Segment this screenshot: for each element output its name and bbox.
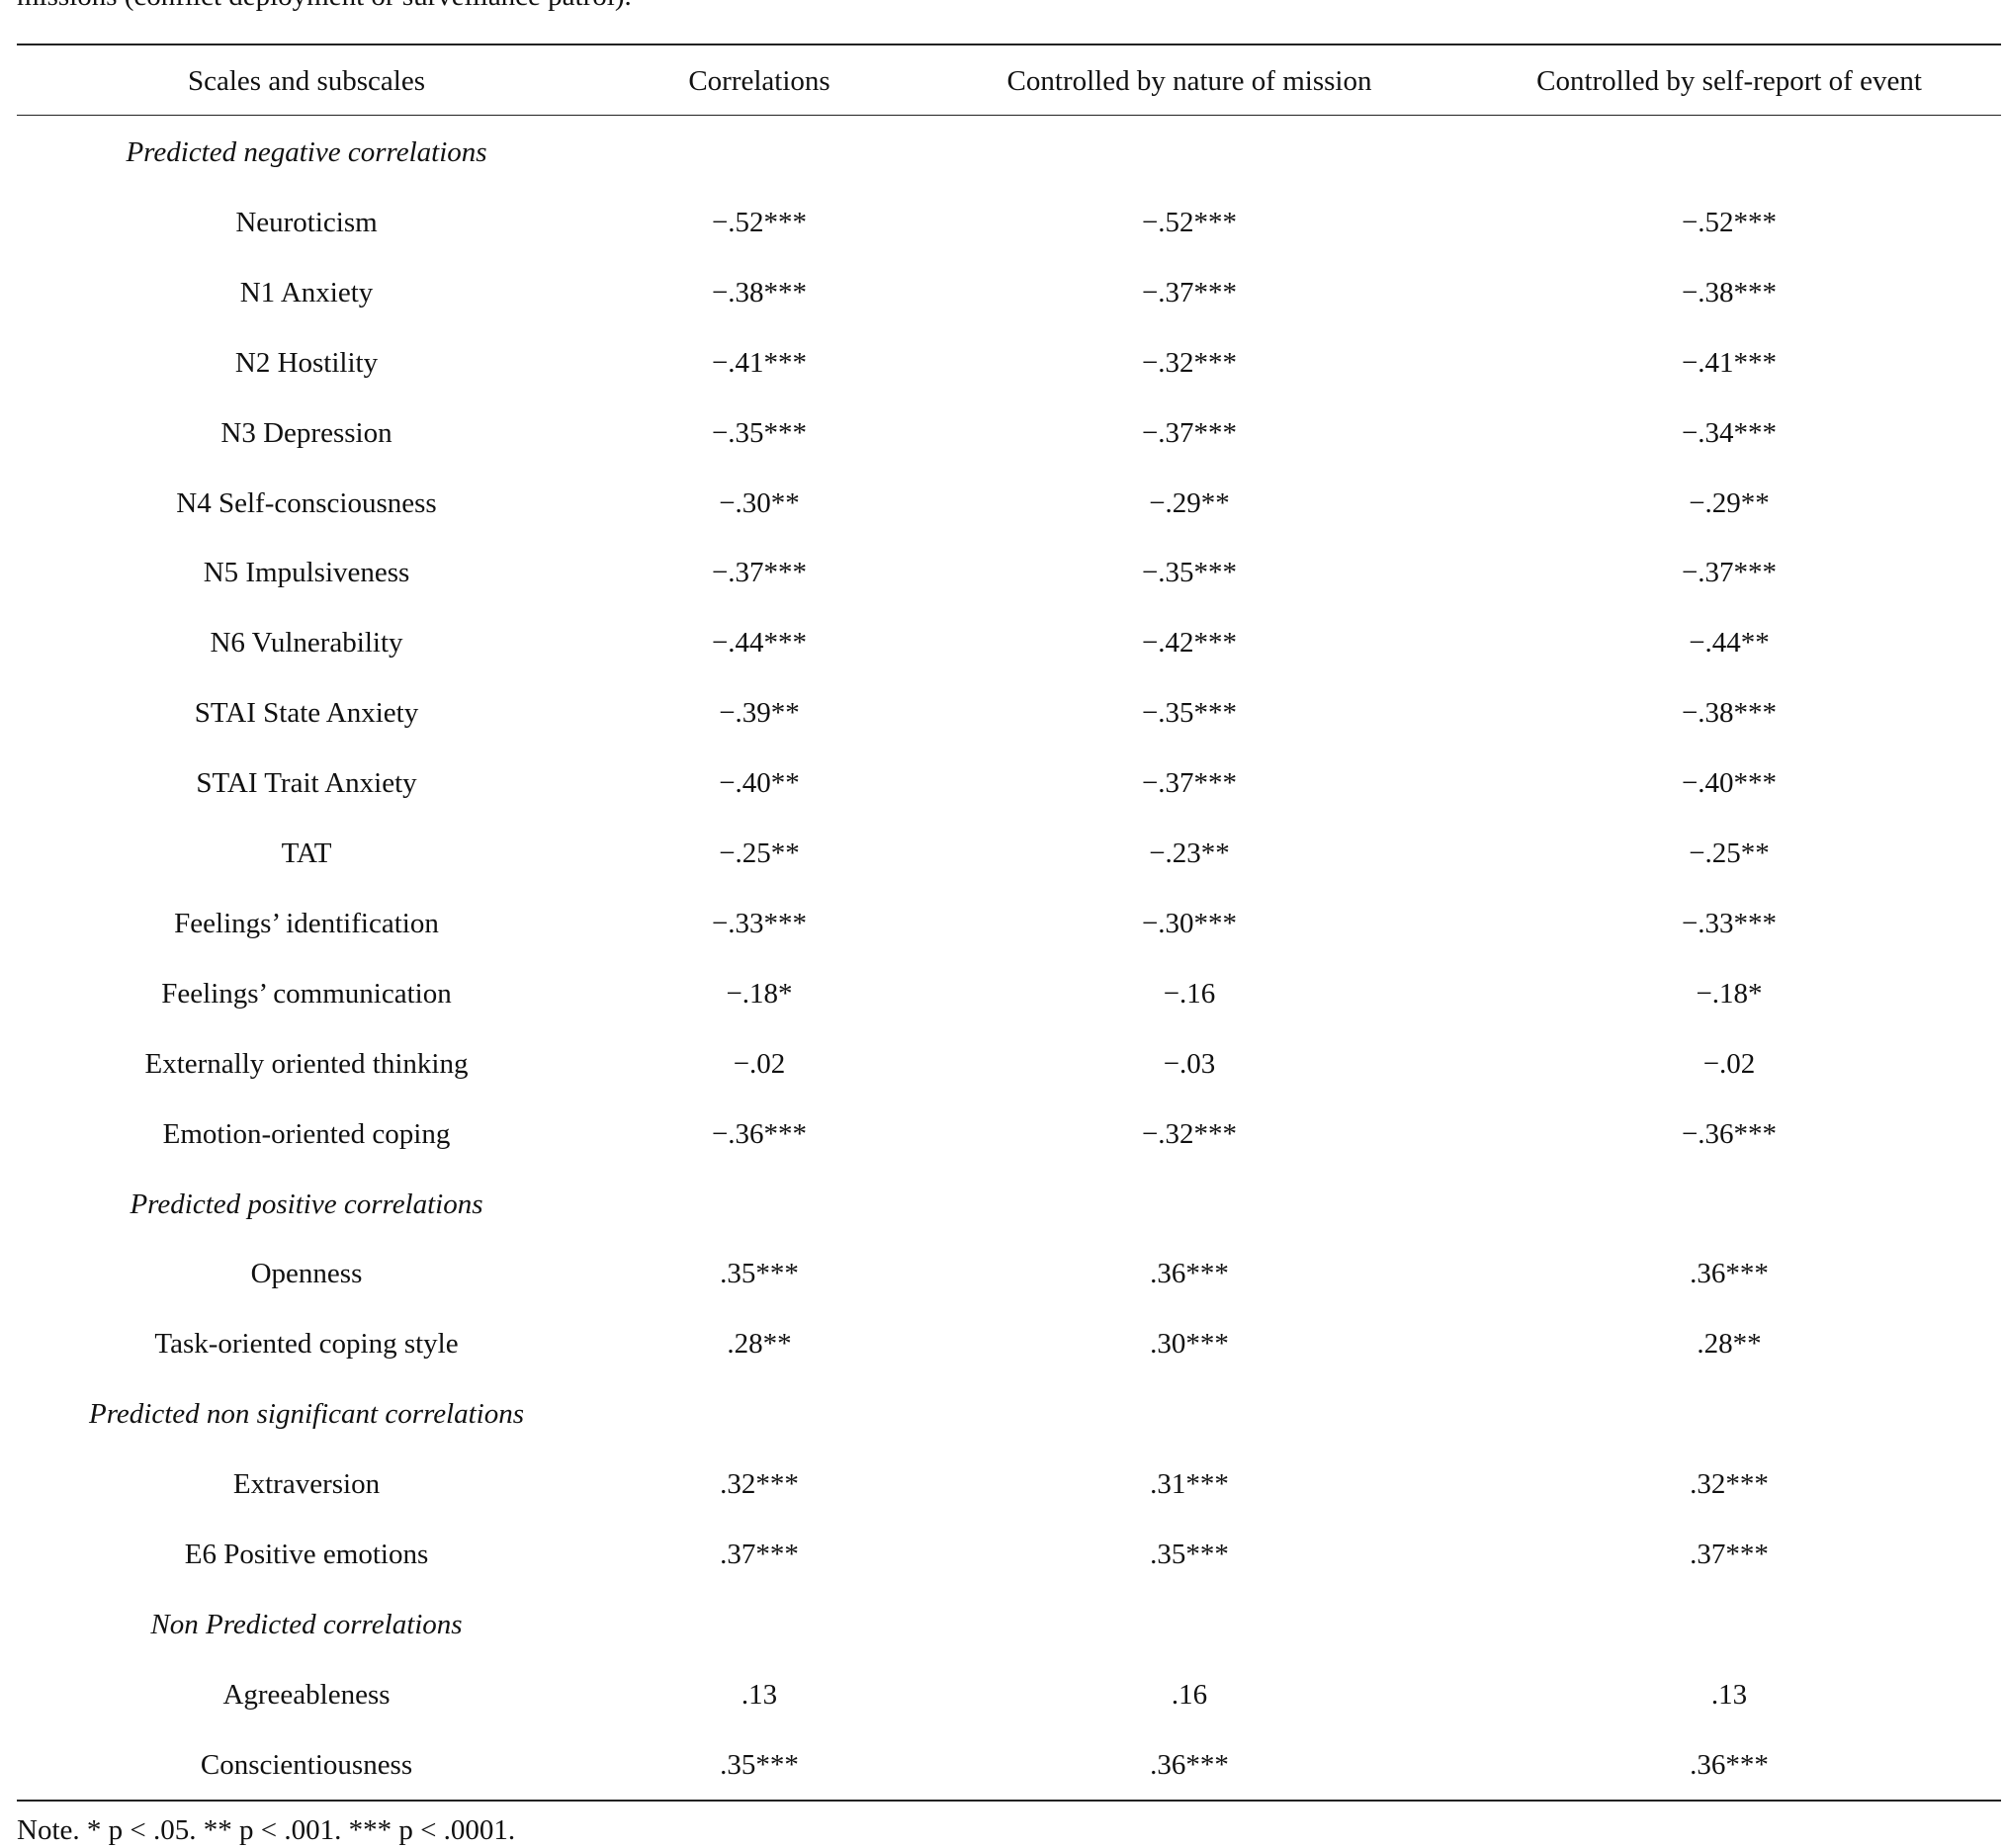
- row-label: N1 Anxiety: [239, 276, 374, 308]
- cell: −.30**: [719, 486, 800, 519]
- cell: −.34***: [1681, 416, 1778, 449]
- caption: missions (conflict deployment or surveil…: [17, 0, 632, 14]
- cell: −.35***: [1141, 557, 1238, 589]
- note: Note. * p < .05. ** p < .001. *** p < .0…: [17, 1814, 516, 1846]
- section-title: Predicted negative correlations: [126, 136, 487, 168]
- row-label: N5 Impulsiveness: [203, 557, 410, 589]
- cell: −.16: [1163, 977, 1216, 1010]
- cell: −.29**: [1689, 486, 1770, 519]
- row-label: N2 Hostility: [234, 346, 379, 379]
- cell: −.18*: [1696, 977, 1763, 1010]
- cell: .16: [1171, 1678, 1208, 1711]
- row-label: Openness: [250, 1258, 363, 1290]
- cell: .35***: [1150, 1539, 1229, 1570]
- cell: .36***: [1150, 1748, 1229, 1781]
- column-header: Controlled by self-report of event: [1536, 65, 1922, 97]
- cell: .37***: [1690, 1539, 1769, 1570]
- cell: −.03: [1163, 1047, 1216, 1080]
- row-label: Feelings’ communication: [161, 977, 452, 1010]
- cell: .37***: [720, 1539, 799, 1570]
- row-label: Extraversion: [232, 1468, 381, 1501]
- row-label: STAI Trait Anxiety: [196, 767, 417, 800]
- section-title: Non Predicted correlations: [150, 1608, 463, 1640]
- cell: −.44***: [711, 627, 808, 660]
- cell: −.37***: [1681, 557, 1778, 589]
- cell: −.37***: [1141, 416, 1238, 449]
- row-label: E6 Positive emotions: [184, 1539, 429, 1570]
- section-title: Predicted positive correlations: [130, 1188, 483, 1220]
- cell: −.25**: [719, 837, 800, 869]
- bottom-rule: [17, 1800, 2001, 1802]
- cell: .36***: [1690, 1748, 1769, 1781]
- cell: −.33***: [1681, 907, 1778, 939]
- cell: −.35***: [711, 416, 808, 449]
- cell: −.37***: [1141, 276, 1238, 308]
- cell: −.52***: [1141, 206, 1238, 238]
- cell: −.30***: [1141, 907, 1238, 939]
- cell: −.41***: [711, 346, 808, 379]
- cell: .35***: [720, 1258, 799, 1290]
- row-label: N6 Vulnerability: [210, 627, 403, 660]
- cell: −.23**: [1149, 837, 1230, 869]
- cell: −.37***: [711, 557, 808, 589]
- column-header: Scales and subscales: [188, 65, 425, 97]
- cell: −.37***: [1141, 767, 1238, 800]
- cell: .32***: [720, 1468, 799, 1501]
- row-label: Externally oriented thinking: [144, 1047, 469, 1080]
- cell: −.36***: [711, 1117, 808, 1150]
- cell: −.32***: [1141, 1117, 1238, 1150]
- cell: .36***: [1150, 1258, 1229, 1290]
- row-label: Emotion-oriented coping: [162, 1117, 451, 1150]
- cell: .32***: [1690, 1468, 1769, 1501]
- top-rule: [17, 44, 2001, 45]
- cell: .35***: [720, 1748, 799, 1781]
- cell: −.38***: [1681, 697, 1778, 730]
- cell: .13: [741, 1678, 778, 1711]
- header-rule: [17, 115, 2001, 116]
- cell: −.33***: [711, 907, 808, 939]
- row-label: N4 Self-consciousness: [176, 486, 437, 519]
- cell: −.02: [733, 1047, 786, 1080]
- cell: −.29**: [1149, 486, 1230, 519]
- cell: .13: [1710, 1678, 1748, 1711]
- cell: −.44**: [1689, 627, 1770, 660]
- row-label: Neuroticism: [235, 206, 378, 238]
- cell: −.38***: [1681, 276, 1778, 308]
- section-title: Predicted non significant correlations: [88, 1398, 525, 1431]
- cell: −.41***: [1681, 346, 1778, 379]
- cell: −.39**: [719, 697, 800, 730]
- row-label: Agreeableness: [222, 1678, 391, 1711]
- row-label: STAI State Anxiety: [194, 697, 419, 730]
- cell: .30***: [1150, 1328, 1229, 1361]
- cell: −.25**: [1689, 837, 1770, 869]
- row-label: Feelings’ identification: [174, 907, 439, 939]
- cell: .28**: [1697, 1328, 1762, 1361]
- row-label: Task-oriented coping style: [154, 1328, 459, 1361]
- cell: −.40***: [1681, 767, 1778, 800]
- row-label: TAT: [281, 837, 332, 869]
- column-header: Correlations: [688, 65, 830, 97]
- cell: −.38***: [711, 276, 808, 308]
- cell: .28**: [727, 1328, 792, 1361]
- cell: .36***: [1690, 1258, 1769, 1290]
- column-header: Controlled by nature of mission: [1006, 65, 1372, 97]
- cell: −.35***: [1141, 697, 1238, 730]
- cell: −.52***: [1681, 206, 1778, 238]
- cell: −.42***: [1141, 627, 1238, 660]
- cell: .31***: [1150, 1468, 1229, 1501]
- row-label: N3 Depression: [220, 416, 392, 449]
- cell: −.40**: [719, 767, 800, 800]
- cell: −.32***: [1141, 346, 1238, 379]
- row-label: Conscientiousness: [200, 1748, 413, 1781]
- cell: −.52***: [711, 206, 808, 238]
- cell: −.36***: [1681, 1117, 1778, 1150]
- cell: −.18*: [726, 977, 793, 1010]
- cell: −.02: [1702, 1047, 1756, 1080]
